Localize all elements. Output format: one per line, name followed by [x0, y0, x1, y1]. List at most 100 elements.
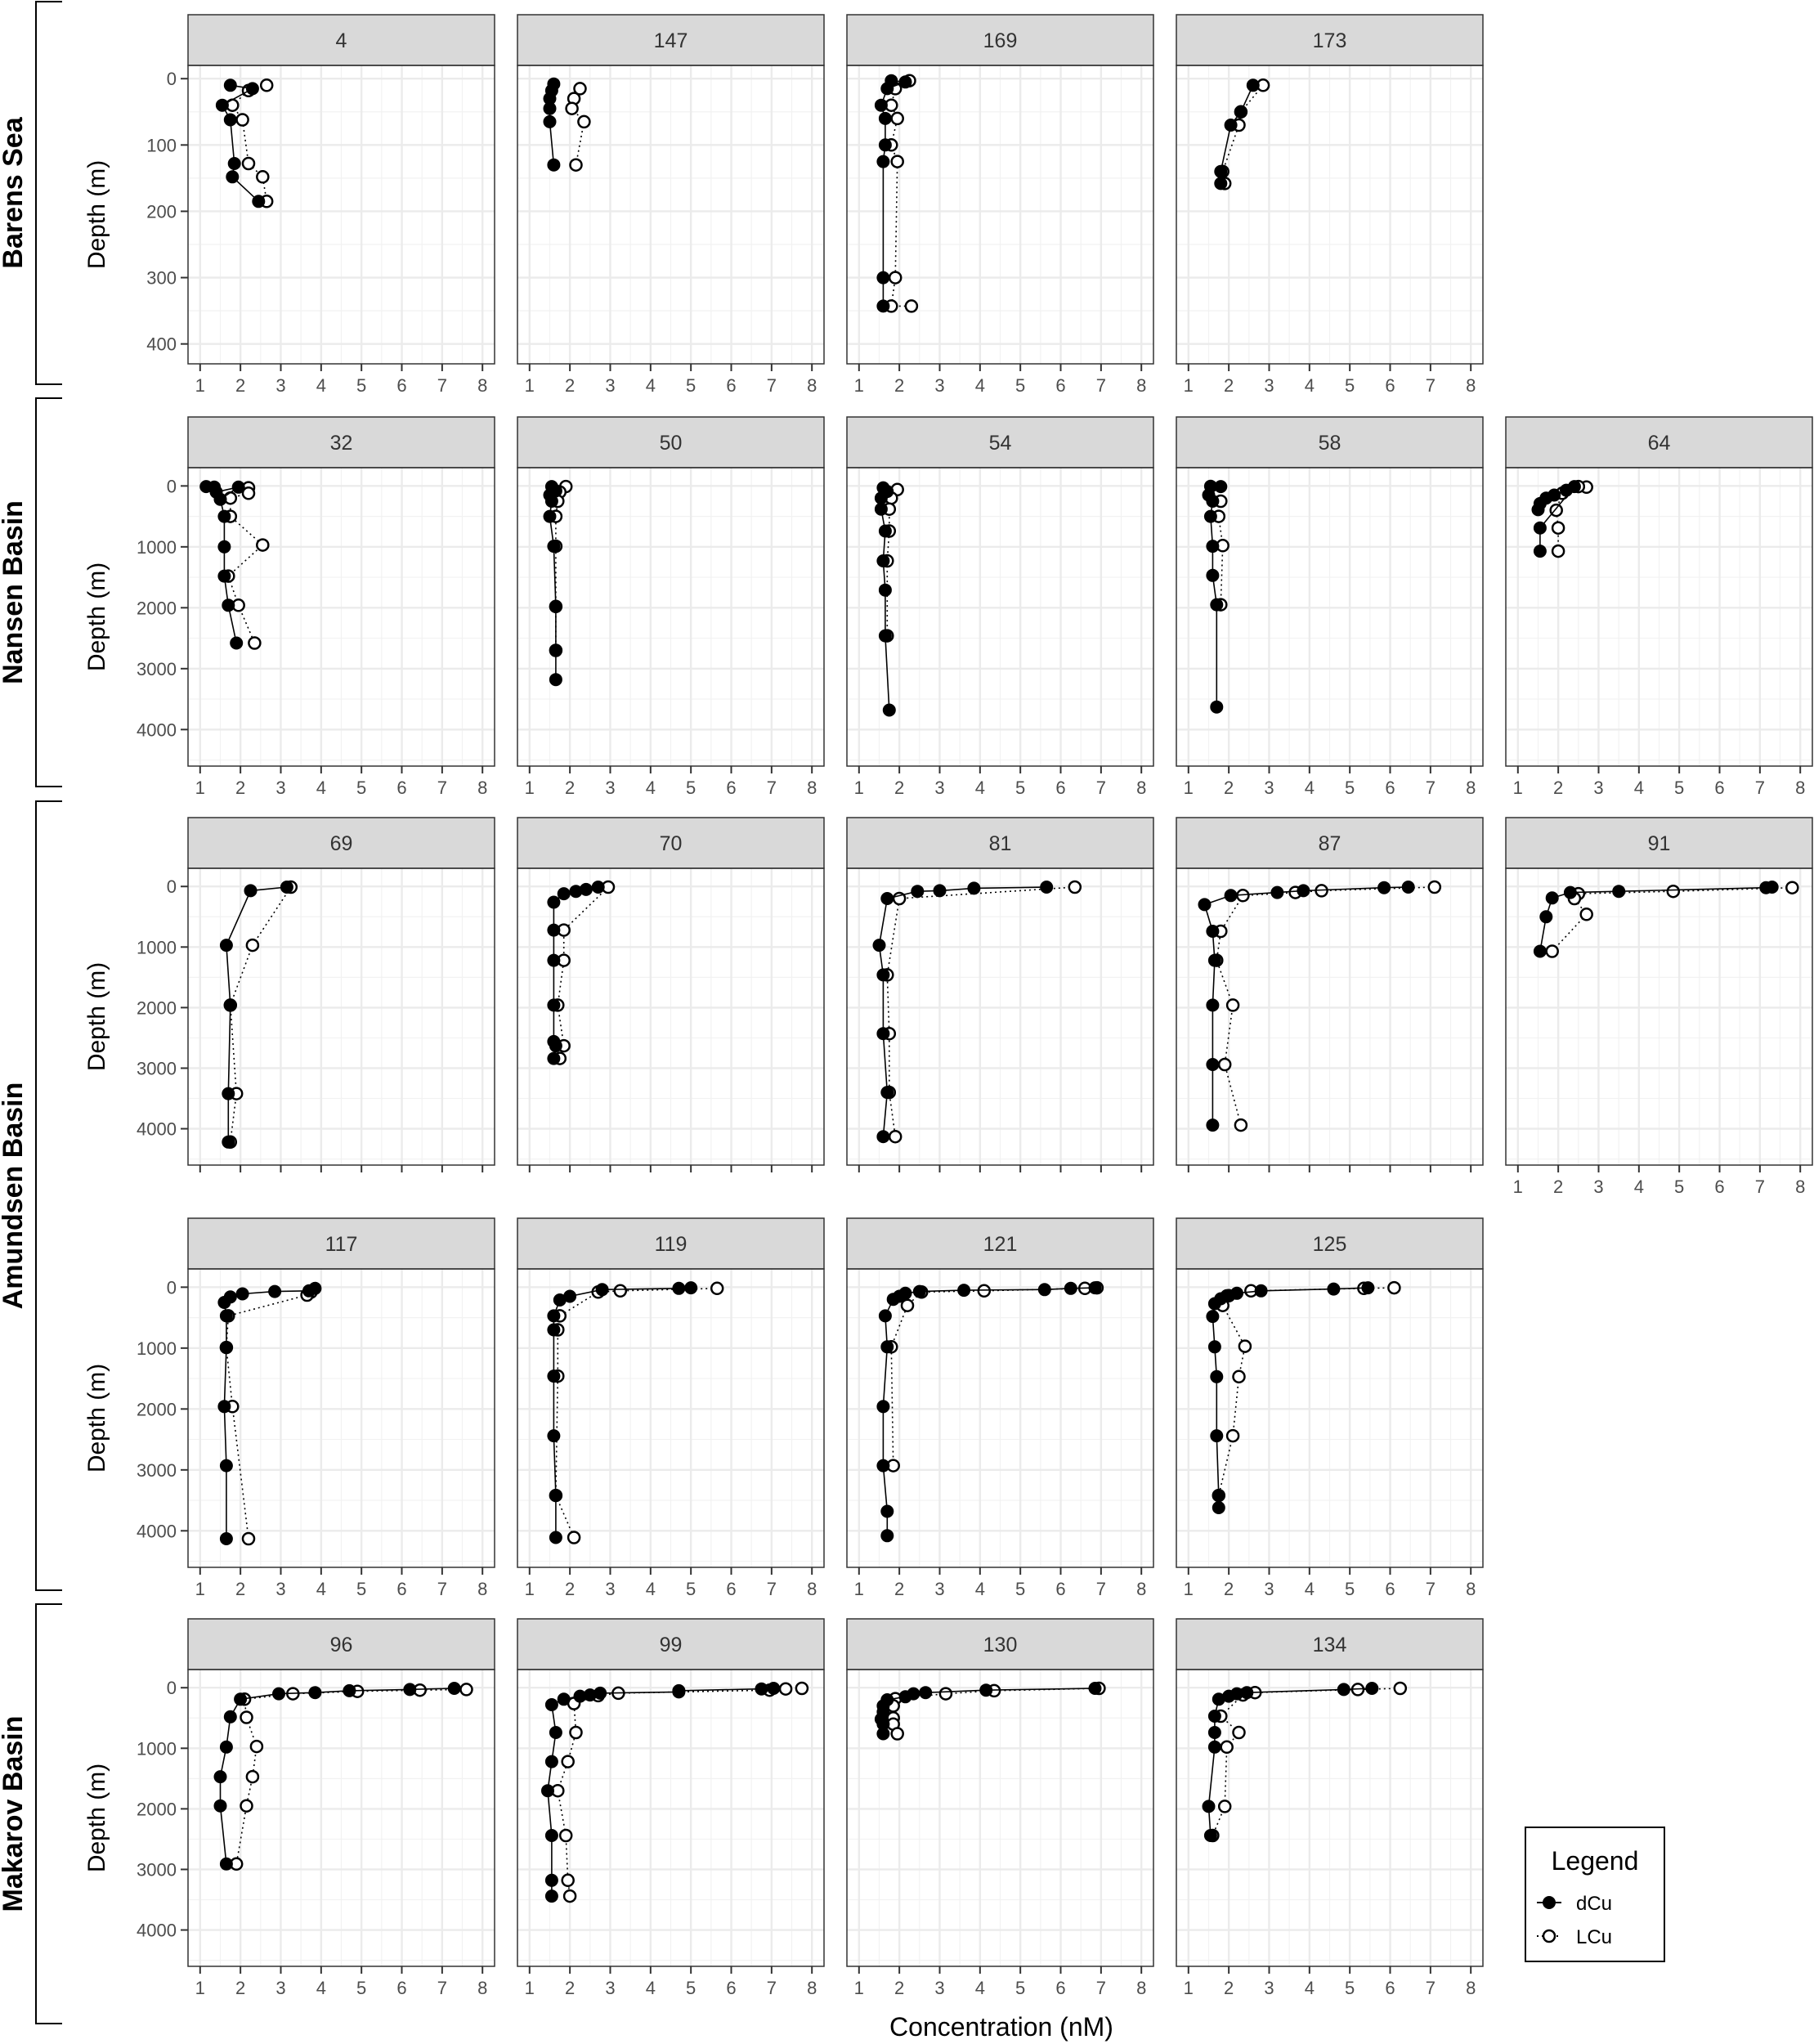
x-tick-label: 6: [726, 778, 736, 798]
dcu-point: [549, 599, 562, 613]
x-tick-label: 5: [356, 1579, 366, 1599]
facet-strip: [1505, 817, 1813, 869]
region-group: Makarov Basin: [0, 1603, 62, 2024]
dcu-point: [1533, 521, 1547, 535]
dcu-point: [1037, 1283, 1051, 1297]
panel-border: [517, 65, 825, 365]
dcu-point: [547, 1309, 561, 1323]
lcu-point: [459, 1683, 473, 1697]
dcu-point: [547, 158, 561, 172]
dcu-point: [308, 1686, 322, 1700]
lcu-point: [1232, 1725, 1246, 1740]
x-tick-label: 8: [1466, 375, 1476, 396]
lcu-series-line: [555, 1288, 718, 1538]
facet-strip: [1505, 416, 1813, 468]
facet-strip: [1176, 1618, 1484, 1670]
lcu-point: [888, 1129, 903, 1144]
x-tick-label: 2: [1224, 1978, 1234, 1998]
dcu-point: [912, 1284, 926, 1298]
facet-strip: [1176, 416, 1484, 468]
panel-border: [187, 1268, 495, 1568]
x-tick-label: 2: [565, 1579, 575, 1599]
lcu-point: [890, 111, 904, 126]
lcu-point: [1545, 944, 1559, 958]
y-tick-label: 3000: [137, 1058, 177, 1078]
x-tick-label: 6: [396, 375, 406, 396]
dcu-point: [1401, 881, 1415, 894]
panel-border: [1176, 1669, 1484, 1967]
lcu-series-line: [1217, 500, 1224, 605]
x-tick-label: 6: [1714, 1177, 1724, 1197]
panel-121: 121 1 2 3 4 5 6 7 8: [846, 1217, 1154, 1599]
lcu-point: [795, 1681, 809, 1696]
dcu-point: [1206, 998, 1220, 1012]
dcu-point: [219, 1341, 233, 1355]
facet-strip-label: 169: [983, 29, 1018, 52]
lcu-point: [558, 1828, 573, 1843]
panel-99: 99 1 2 3 4 5 6 7 8: [517, 1618, 825, 1998]
dcu-point: [876, 155, 890, 168]
x-tick-label: 7: [767, 778, 777, 798]
dcu-point: [272, 1687, 285, 1701]
panel-border: [517, 1669, 825, 1967]
dcu-point: [1206, 495, 1220, 508]
x-tick-label: 6: [1385, 375, 1395, 396]
dcu-point: [1214, 177, 1228, 191]
facet-strip: [846, 416, 1154, 468]
region-bracket: [35, 800, 62, 1591]
dcu-point: [595, 1283, 609, 1297]
x-tick-label: 4: [316, 375, 326, 396]
x-tick-label: 1: [1184, 375, 1194, 396]
lcu-series-line: [1212, 1688, 1400, 1836]
y-tick-label: 4000: [137, 719, 177, 740]
x-tick-label: 4: [1305, 1978, 1315, 1998]
x-tick-label: 1: [1513, 1177, 1523, 1197]
x-tick-label: 2: [1224, 1579, 1234, 1599]
panel-border: [187, 467, 495, 767]
dcu-point: [234, 1692, 248, 1706]
panel-border: [517, 867, 825, 1166]
dcu-point: [547, 1369, 561, 1383]
x-tick-label: 1: [1184, 1978, 1194, 1998]
dcu-point: [1563, 885, 1577, 899]
dcu-point: [543, 509, 557, 523]
dcu-point: [672, 1281, 686, 1295]
x-tick-label: 4: [1305, 375, 1315, 396]
dcu-point: [1759, 881, 1773, 894]
dcu-point: [1202, 1800, 1216, 1813]
dcu-point: [874, 502, 888, 516]
panel-173: 173 1 2 3 4 5 6 7 8: [1176, 14, 1484, 396]
dcu-point: [880, 892, 894, 905]
facet-strip-label: 32: [330, 432, 353, 455]
facet-strip-label: 121: [983, 1233, 1018, 1256]
dcu-point: [447, 1682, 461, 1695]
dcu-point: [549, 673, 562, 687]
panel-169: 169 1 2 3 4 5 6 7 8: [846, 14, 1154, 396]
dcu-point: [547, 1429, 561, 1443]
x-axis-title: Concentration (nM): [889, 2012, 1113, 2042]
dcu-point: [547, 1323, 561, 1337]
x-tick-label: 7: [437, 375, 447, 396]
x-tick-label: 2: [1224, 778, 1234, 798]
dcu-point: [898, 75, 912, 89]
panel-border: [1176, 867, 1484, 1166]
lcu-point: [573, 82, 587, 96]
x-tick-label: 8: [807, 778, 817, 798]
dcu-point: [544, 1873, 558, 1887]
facet-strip-label: 147: [654, 29, 688, 52]
dcu-point: [245, 82, 259, 96]
dcu-point: [1206, 1058, 1220, 1071]
x-tick-label: 5: [1015, 1978, 1025, 1998]
x-tick-label: 3: [605, 778, 615, 798]
dcu-point: [544, 1889, 558, 1903]
y-tick-label: 0: [167, 1678, 177, 1698]
lcu-point: [241, 156, 256, 171]
facet-strip-label: 130: [983, 1634, 1018, 1656]
region-label: Makarov Basin: [0, 1716, 29, 1912]
y-tick-label: 0: [167, 1277, 177, 1298]
dcu-point: [1224, 119, 1238, 132]
x-tick-label: 3: [275, 1978, 285, 1998]
x-tick-label: 5: [1345, 1579, 1355, 1599]
dcu-point: [217, 540, 231, 554]
